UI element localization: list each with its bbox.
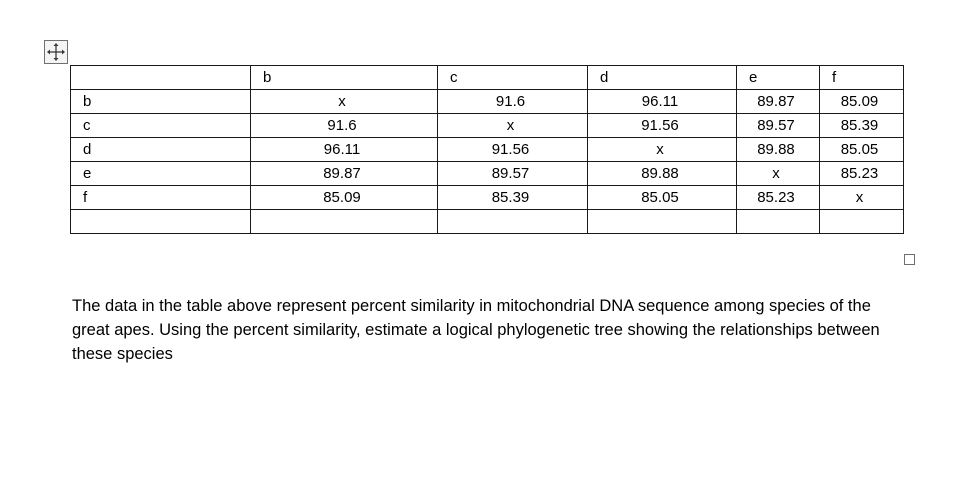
- table-row: b x 91.6 96.11 89.87 85.09: [70, 89, 904, 114]
- table-cell[interactable]: 91.6: [250, 113, 438, 138]
- table-cell[interactable]: 85.23: [819, 161, 904, 186]
- table-row: f 85.09 85.39 85.05 85.23 x: [70, 185, 904, 210]
- table-cell[interactable]: [587, 209, 737, 234]
- table-cell[interactable]: 85.39: [819, 113, 904, 138]
- row-label-f[interactable]: f: [70, 185, 251, 210]
- header-cell-f[interactable]: f: [819, 65, 904, 90]
- table-cell[interactable]: 85.39: [437, 185, 588, 210]
- header-cell-d[interactable]: d: [587, 65, 737, 90]
- table-cell[interactable]: 96.11: [587, 89, 737, 114]
- table-row-empty: [70, 209, 904, 234]
- table-cell[interactable]: 85.05: [819, 137, 904, 162]
- table-cell[interactable]: [250, 209, 438, 234]
- similarity-table[interactable]: b c d e f b x 91.6 96.11 89.87 85.09 c 9…: [70, 65, 904, 234]
- table-row: e 89.87 89.57 89.88 x 85.23: [70, 161, 904, 186]
- table-cell[interactable]: 85.09: [250, 185, 438, 210]
- table-cell[interactable]: [819, 209, 904, 234]
- header-cell-corner[interactable]: [70, 65, 251, 90]
- table-cell[interactable]: 91.56: [437, 137, 588, 162]
- header-cell-b[interactable]: b: [250, 65, 438, 90]
- table-cell[interactable]: 89.87: [736, 89, 820, 114]
- table-cell[interactable]: x: [437, 113, 588, 138]
- table-cell[interactable]: x: [250, 89, 438, 114]
- table-cell[interactable]: 91.6: [437, 89, 588, 114]
- table-cell[interactable]: 89.87: [250, 161, 438, 186]
- table-cell[interactable]: [736, 209, 820, 234]
- table-cell[interactable]: 85.05: [587, 185, 737, 210]
- question-paragraph[interactable]: The data in the table above represent pe…: [72, 297, 880, 363]
- table-move-handle-icon[interactable]: [44, 40, 68, 64]
- row-label-c[interactable]: c: [70, 113, 251, 138]
- table-header-row: b c d e f: [70, 65, 904, 90]
- row-label-e[interactable]: e: [70, 161, 251, 186]
- table-cell[interactable]: x: [587, 137, 737, 162]
- row-label-b[interactable]: b: [70, 89, 251, 114]
- table-cell[interactable]: x: [736, 161, 820, 186]
- table-cell[interactable]: [437, 209, 588, 234]
- table-cell[interactable]: 89.88: [587, 161, 737, 186]
- table-cell[interactable]: 96.11: [250, 137, 438, 162]
- table-cell[interactable]: 89.88: [736, 137, 820, 162]
- table-cell[interactable]: x: [819, 185, 904, 210]
- header-cell-e[interactable]: e: [736, 65, 820, 90]
- table-row: d 96.11 91.56 x 89.88 85.05: [70, 137, 904, 162]
- table-resize-handle-icon[interactable]: [904, 254, 915, 265]
- table-cell[interactable]: 85.23: [736, 185, 820, 210]
- row-label-d[interactable]: d: [70, 137, 251, 162]
- table-cell[interactable]: 91.56: [587, 113, 737, 138]
- table-row: c 91.6 x 91.56 89.57 85.39: [70, 113, 904, 138]
- table-cell[interactable]: 89.57: [437, 161, 588, 186]
- header-cell-c[interactable]: c: [437, 65, 588, 90]
- table-cell[interactable]: 85.09: [819, 89, 904, 114]
- move-cross-icon: [47, 43, 65, 61]
- table-cell[interactable]: [70, 209, 251, 234]
- table-cell[interactable]: 89.57: [736, 113, 820, 138]
